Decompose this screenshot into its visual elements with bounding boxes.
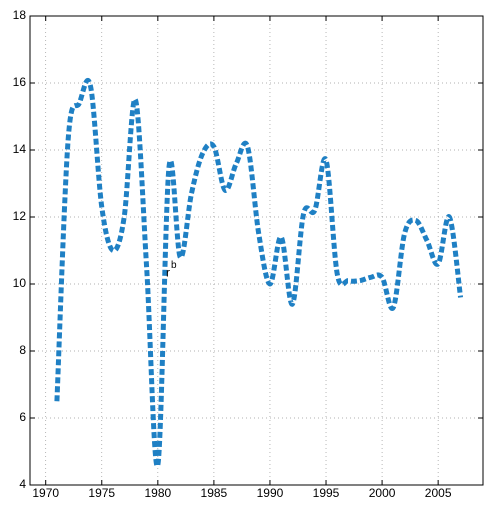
x-tick-label: 2005 — [425, 486, 452, 500]
annotation-superscript: b — [171, 260, 177, 271]
annotation: r — [166, 265, 170, 279]
x-tick-label: 2000 — [369, 486, 396, 500]
x-tick-label: 1980 — [144, 486, 171, 500]
data-line — [54, 77, 464, 469]
y-tick-label: 18 — [13, 8, 27, 22]
y-tick-label: 6 — [19, 410, 26, 424]
y-tick-label: 8 — [19, 343, 26, 357]
y-tick-label: 14 — [13, 142, 27, 156]
x-tick-label: 1970 — [32, 486, 59, 500]
x-tick-label: 1995 — [313, 486, 340, 500]
x-tick-label: 1985 — [201, 486, 228, 500]
y-tick-label: 10 — [13, 276, 27, 290]
x-tick-label: 1990 — [257, 486, 284, 500]
x-tick-label: 1975 — [88, 486, 115, 500]
plot-frame — [29, 15, 484, 486]
y-tick-label: 12 — [13, 209, 27, 223]
y-tick-label: 4 — [19, 477, 26, 491]
y-tick-label: 16 — [13, 75, 27, 89]
